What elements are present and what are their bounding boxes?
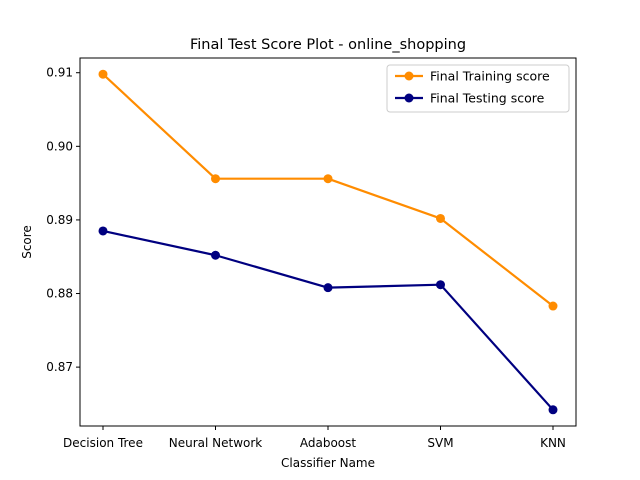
legend-label: Final Testing score	[430, 91, 545, 106]
data-point	[98, 69, 108, 79]
x-tick-label: Decision Tree	[63, 436, 143, 450]
y-axis-label: Score	[20, 225, 34, 259]
legend-swatch-marker	[404, 93, 414, 103]
data-point	[211, 174, 220, 184]
legend: Final Training score Final Testing score	[386, 64, 570, 113]
x-tick-label: Neural Network	[169, 436, 263, 450]
data-point	[98, 226, 108, 236]
x-axis: Decision Tree Neural Network Adaboost SVM KN…	[63, 426, 566, 450]
data-point	[548, 301, 558, 311]
x-tick-label: SVM	[427, 436, 453, 450]
y-tick-label: 0.90	[46, 139, 73, 153]
y-tick-label: 0.91	[46, 66, 73, 80]
legend-box	[386, 64, 570, 113]
x-tick-label: Adaboost	[300, 436, 357, 450]
data-point	[323, 174, 333, 184]
data-point	[436, 213, 445, 223]
series-layer	[98, 69, 558, 415]
chart-title: Final Test Score Plot - online_shopping	[190, 37, 466, 53]
data-point	[211, 250, 220, 260]
legend-label: Final Training score	[430, 69, 550, 84]
x-axis-label: Classifier Name	[281, 456, 375, 470]
data-point	[436, 280, 445, 290]
data-point	[548, 405, 558, 415]
data-point	[323, 283, 333, 293]
y-axis: 0.87 0.88 0.89 0.90 0.91	[46, 66, 80, 374]
y-tick-label: 0.87	[46, 360, 73, 374]
x-tick-label: KNN	[540, 436, 566, 450]
legend-swatch-marker	[404, 71, 414, 81]
y-tick-label: 0.88	[46, 287, 73, 301]
y-tick-label: 0.89	[46, 213, 73, 227]
